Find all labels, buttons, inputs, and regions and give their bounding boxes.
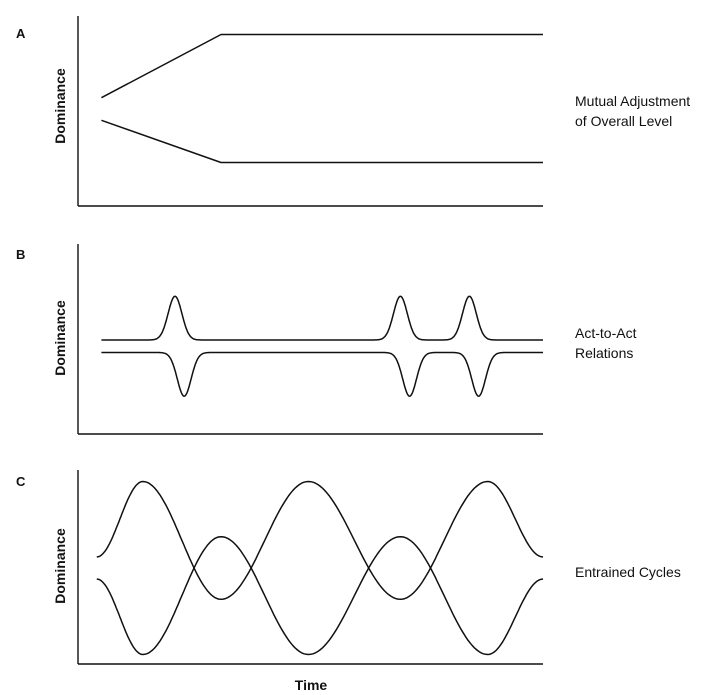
panel-letter-b: B (16, 247, 25, 262)
y-axis-label-a: Dominance (52, 68, 68, 144)
panel-b: B Dominance Act-to-Act Relations (16, 244, 637, 435)
series-line-b-lower (101, 351, 544, 397)
panel-a: A Dominance Mutual Adjustment of Overall… (16, 16, 690, 207)
series-line-a-upper (101, 33, 543, 99)
panel-a-label-line-2: of Overall Level (575, 113, 672, 129)
series-line-b-upper (101, 295, 544, 341)
series-line-c-first (96, 480, 544, 601)
panel-c-label: Entrained Cycles (575, 564, 681, 580)
panel-b-label-line-2: Relations (575, 345, 633, 361)
series-line-a-lower (101, 119, 543, 164)
y-axis-label-c: Dominance (52, 528, 68, 604)
panel-letter-c: C (16, 474, 26, 489)
x-axis-label-time: Time (295, 677, 328, 693)
y-axis-label-b: Dominance (52, 300, 68, 376)
series-line-c-second (96, 535, 544, 656)
panel-a-label-line-1: Mutual Adjustment (575, 93, 690, 109)
panel-c: C Dominance Entrained Cycles (16, 470, 681, 665)
panel-letter-a: A (16, 26, 26, 41)
panel-b-label-line-1: Act-to-Act (575, 325, 637, 341)
